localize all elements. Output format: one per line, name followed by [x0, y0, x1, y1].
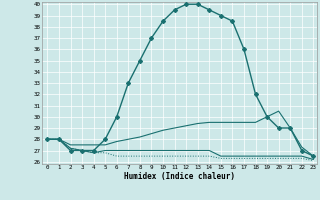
- X-axis label: Humidex (Indice chaleur): Humidex (Indice chaleur): [124, 172, 235, 181]
